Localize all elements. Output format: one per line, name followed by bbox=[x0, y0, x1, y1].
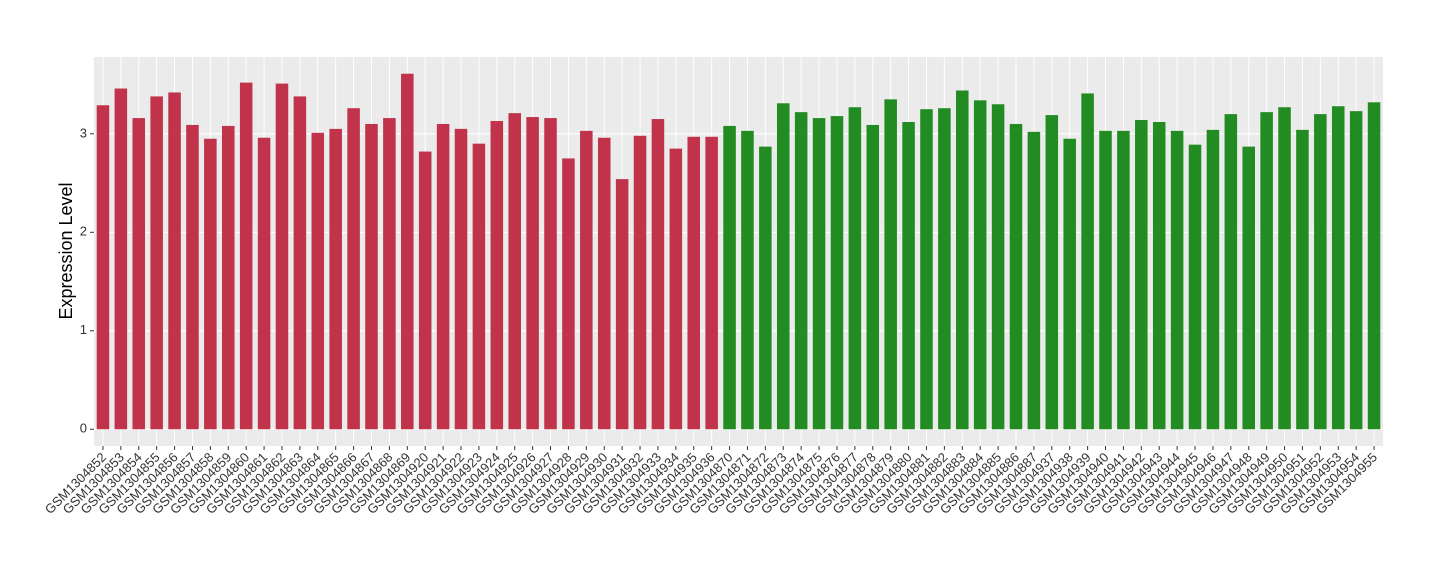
bar bbox=[1367, 102, 1381, 430]
bar bbox=[562, 158, 575, 430]
bar bbox=[1027, 131, 1041, 430]
bar bbox=[723, 125, 736, 430]
bar bbox=[418, 151, 432, 430]
bar bbox=[114, 88, 128, 430]
bar bbox=[1331, 106, 1345, 430]
bar bbox=[1117, 130, 1130, 430]
bar bbox=[1063, 138, 1076, 430]
bar bbox=[1009, 123, 1023, 430]
bar bbox=[705, 136, 718, 430]
bar bbox=[275, 83, 289, 430]
bar bbox=[776, 103, 790, 430]
bar bbox=[365, 123, 378, 430]
y-axis-title: Expression Level bbox=[56, 182, 76, 319]
bar bbox=[580, 130, 593, 430]
bar bbox=[293, 96, 307, 430]
bar bbox=[257, 137, 271, 430]
bar bbox=[991, 104, 1005, 430]
bar bbox=[401, 73, 414, 430]
bar bbox=[1135, 120, 1148, 430]
bar bbox=[311, 132, 325, 430]
bar bbox=[1170, 130, 1184, 430]
bar bbox=[902, 121, 915, 430]
bar bbox=[150, 96, 163, 430]
y-tick-label: 0 bbox=[80, 421, 87, 436]
bar bbox=[1314, 114, 1327, 430]
bar bbox=[830, 116, 844, 430]
bar bbox=[1099, 130, 1112, 430]
bar bbox=[633, 135, 647, 430]
bar bbox=[490, 121, 504, 430]
bar bbox=[329, 128, 342, 430]
y-tick-label: 2 bbox=[80, 224, 87, 239]
bar bbox=[812, 118, 826, 430]
bar bbox=[973, 100, 987, 430]
bar bbox=[383, 118, 396, 430]
bar bbox=[1242, 146, 1255, 430]
bar bbox=[1081, 93, 1094, 430]
bar bbox=[222, 125, 235, 430]
bar bbox=[938, 108, 951, 430]
bar bbox=[1188, 144, 1202, 430]
bar bbox=[168, 92, 181, 430]
bar bbox=[544, 118, 557, 430]
bar bbox=[1296, 129, 1309, 430]
bar bbox=[615, 179, 629, 430]
bar bbox=[884, 99, 897, 430]
y-tick-label: 3 bbox=[80, 125, 87, 140]
bar bbox=[1278, 107, 1291, 430]
bar bbox=[347, 108, 360, 430]
bar bbox=[454, 128, 468, 430]
bar bbox=[848, 107, 862, 430]
bar bbox=[436, 123, 450, 430]
bar bbox=[1349, 111, 1363, 430]
y-tick-label: 1 bbox=[80, 322, 87, 337]
bar bbox=[920, 109, 933, 430]
bar bbox=[472, 143, 486, 430]
panel bbox=[94, 57, 1383, 446]
bar bbox=[687, 136, 701, 430]
bar bbox=[508, 113, 521, 430]
bar bbox=[96, 105, 110, 430]
bar bbox=[186, 124, 199, 430]
bar bbox=[1260, 112, 1273, 430]
bar bbox=[1152, 121, 1166, 430]
bar bbox=[956, 90, 969, 430]
bar bbox=[597, 137, 611, 430]
bar bbox=[741, 130, 754, 430]
bar bbox=[1224, 114, 1238, 430]
bar bbox=[1045, 115, 1059, 430]
bar bbox=[866, 124, 880, 430]
bar bbox=[669, 148, 683, 430]
bar bbox=[794, 112, 808, 430]
bar bbox=[204, 138, 217, 430]
bar bbox=[526, 117, 539, 430]
bar bbox=[759, 146, 772, 430]
bar bbox=[651, 119, 665, 430]
bar bbox=[239, 82, 253, 430]
bar bbox=[132, 118, 146, 430]
bar bbox=[1206, 129, 1220, 430]
